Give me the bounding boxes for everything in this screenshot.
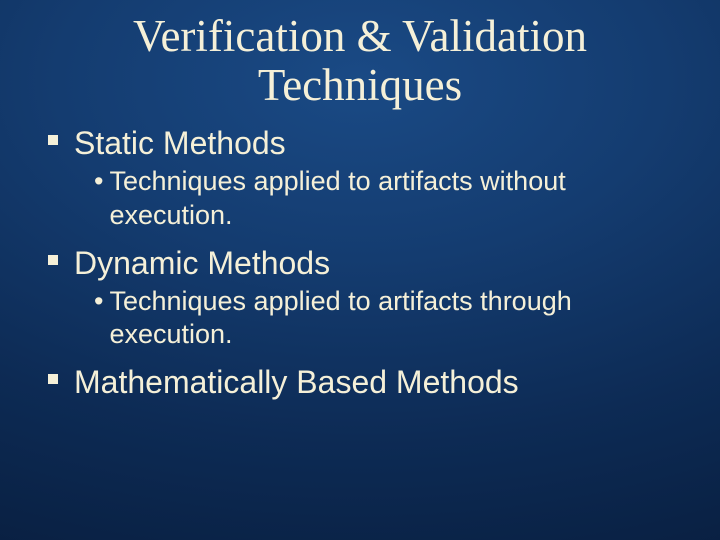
disc-bullet-icon: • [94, 285, 103, 319]
bullet-l1: Static Methods [48, 123, 680, 163]
bullet-l2: • Techniques applied to artifacts throug… [94, 285, 680, 353]
bullet-l1: Dynamic Methods [48, 243, 680, 283]
bullet-text: Techniques applied to artifacts through … [109, 285, 680, 353]
slide: Verification & Validation Techniques Sta… [0, 0, 720, 540]
bullet-l1: Mathematically Based Methods [48, 362, 680, 402]
square-bullet-icon [48, 255, 58, 265]
slide-title: Verification & Validation Techniques [40, 12, 680, 109]
disc-bullet-icon: • [94, 165, 103, 199]
bullet-l2: • Techniques applied to artifacts withou… [94, 165, 680, 233]
square-bullet-icon [48, 374, 58, 384]
square-bullet-icon [48, 135, 58, 145]
bullet-text: Dynamic Methods [74, 243, 330, 283]
bullet-text: Mathematically Based Methods [74, 362, 519, 402]
bullet-text: Static Methods [74, 123, 286, 163]
bullet-text: Techniques applied to artifacts without … [109, 165, 680, 233]
